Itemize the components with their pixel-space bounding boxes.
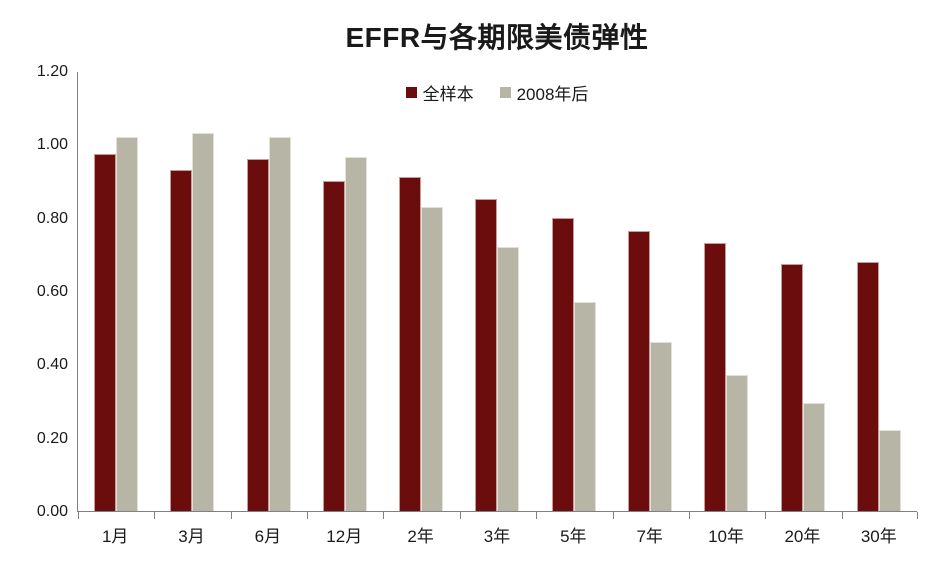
x-tick-label: 3月 — [178, 527, 205, 546]
bar-全样本-1月 — [94, 153, 117, 511]
bar-全样本-30年 — [856, 261, 879, 511]
x-axis-tick — [383, 512, 385, 519]
bar-group-5年 — [536, 72, 612, 511]
y-tick-label: 0.40 — [36, 356, 68, 374]
bar-2008年后-20年 — [802, 402, 825, 511]
x-axis-tick — [612, 512, 614, 519]
legend-label: 全样本 — [422, 85, 474, 104]
bar-group-10年 — [688, 72, 764, 511]
bar-全样本-3年 — [475, 199, 498, 511]
bar-group-6月 — [231, 72, 307, 511]
bar-2008年后-3月 — [192, 133, 215, 511]
bar-2008年后-2年 — [421, 206, 444, 511]
bar-2008年后-3年 — [497, 247, 520, 511]
y-tick-label: 0.60 — [36, 283, 68, 300]
x-axis-tick — [230, 512, 232, 519]
legend-swatch-icon — [499, 87, 511, 98]
x-tick-label: 2年 — [407, 527, 434, 546]
chart-title: EFFR与各期限美债弹性 — [345, 22, 649, 53]
bar-全样本-5年 — [551, 217, 574, 511]
x-axis-tick — [917, 512, 918, 519]
plot-area — [77, 72, 918, 519]
y-tick-label: 0.80 — [36, 209, 68, 227]
bar-全样本-12月 — [322, 181, 345, 511]
bar-groups — [78, 72, 917, 511]
bar-全样本-10年 — [704, 243, 727, 511]
bar-group-20年 — [764, 72, 840, 511]
x-tick-label: 12月 — [326, 527, 363, 546]
legend: 全样本 2008年后 — [77, 80, 917, 105]
bar-group-30年 — [841, 72, 917, 511]
bar-全样本-20年 — [780, 263, 803, 511]
bar-全样本-7年 — [627, 230, 650, 511]
x-axis-tick — [688, 512, 690, 519]
bar-全样本-6月 — [246, 159, 269, 511]
x-tick-label: 6月 — [254, 527, 282, 546]
y-axis-labels: 0.00 0.20 0.40 0.60 0.80 1.00 1.20 — [0, 63, 68, 520]
bar-2008年后-6月 — [268, 137, 291, 511]
x-tick-label: 1月 — [101, 527, 129, 546]
bar-group-2年 — [383, 72, 459, 511]
x-tick-label: 3年 — [483, 527, 511, 546]
y-tick-label: 0.00 — [36, 503, 68, 520]
x-axis-labels: 1月 3月 6月 12月 2年 3年 5年 7年 10年 20年 30年 — [77, 522, 917, 547]
x-tick-label: 5年 — [560, 527, 587, 546]
bar-2008年后-1月 — [116, 137, 139, 511]
y-tick-label: 1.00 — [36, 136, 68, 154]
x-axis-ticks — [78, 511, 918, 519]
bar-2008年后-30年 — [878, 430, 901, 511]
bar-全样本-2年 — [399, 177, 422, 511]
legend-item-2008年后: 2008年后 — [499, 80, 589, 105]
x-axis-tick — [78, 512, 79, 519]
bar-2008年后-7年 — [649, 342, 672, 511]
y-tick-label: 0.20 — [36, 429, 68, 447]
bar-2008年后-10年 — [726, 375, 749, 511]
bar-group-3月 — [154, 72, 230, 511]
x-axis-tick — [536, 512, 538, 519]
bar-group-7年 — [612, 72, 688, 511]
bar-group-3年 — [459, 72, 535, 511]
bar-2008年后-12月 — [344, 157, 367, 511]
legend-label: 2008年后 — [516, 85, 589, 104]
bar-group-12月 — [307, 72, 383, 511]
x-tick-label: 7年 — [636, 527, 663, 546]
x-tick-label: 10年 — [708, 527, 745, 546]
legend-swatch-icon — [405, 87, 417, 98]
y-tick-label: 1.20 — [36, 63, 68, 80]
x-tick-label: 30年 — [860, 527, 897, 546]
x-axis-tick — [459, 512, 461, 519]
bar-group-1月 — [78, 72, 154, 511]
x-tick-label: 20年 — [784, 527, 821, 546]
legend-item-全样本: 全样本 — [405, 80, 474, 105]
x-axis-tick — [841, 512, 843, 519]
x-axis-tick — [154, 512, 156, 519]
bar-全样本-3月 — [170, 170, 193, 511]
x-axis-tick — [307, 512, 309, 519]
bar-2008年后-5年 — [573, 302, 596, 511]
x-axis-tick — [765, 512, 767, 519]
